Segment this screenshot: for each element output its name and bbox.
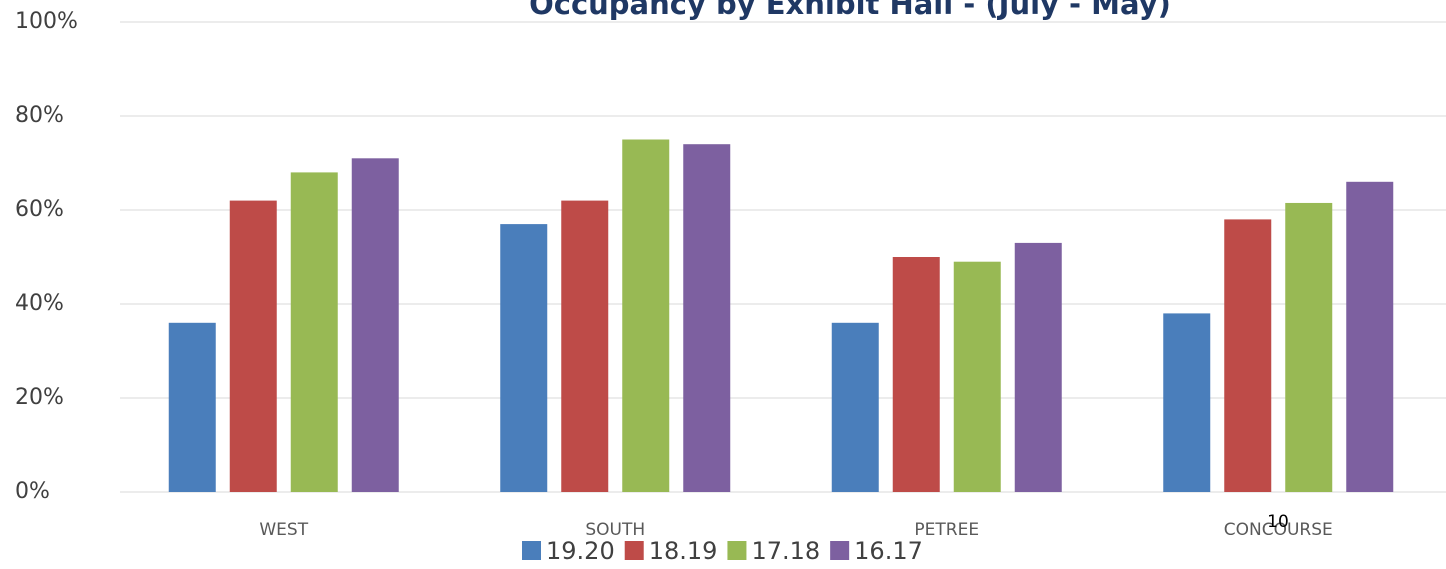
bar <box>351 158 399 493</box>
y-tick-label: 100% <box>15 9 78 34</box>
bar <box>831 322 879 492</box>
x-tick-label: PETREE <box>914 520 979 540</box>
legend-label: 17.18 <box>751 537 820 565</box>
bar <box>168 322 216 492</box>
bar <box>622 139 670 492</box>
x-tick-label: SOUTH <box>585 520 645 540</box>
legend-swatch <box>727 541 747 560</box>
bar <box>1224 219 1272 492</box>
x-tick-label: CONCOURSE <box>1224 520 1333 540</box>
chart-title: Occupancy by Exhibit Hall - (July - May) <box>529 0 1171 21</box>
legend-swatch <box>522 541 541 560</box>
x-tick-label: WEST <box>259 520 308 540</box>
y-tick-label: 0% <box>15 479 50 504</box>
legend-label: 16.17 <box>854 537 923 565</box>
y-tick-label: 80% <box>15 103 64 128</box>
legend-label: 18.19 <box>649 537 718 565</box>
bar <box>290 172 338 492</box>
page-number: 10 <box>1267 512 1289 532</box>
bar <box>1014 242 1062 492</box>
legend-label: 19.20 <box>546 537 615 565</box>
y-tick-label: 20% <box>15 385 64 410</box>
y-tick-label: 60% <box>15 197 64 222</box>
bar <box>683 144 731 492</box>
bar <box>229 200 277 492</box>
bar <box>1346 181 1394 493</box>
bar <box>953 261 1001 492</box>
legend-swatch <box>830 541 850 560</box>
y-tick-label: 40% <box>15 291 64 316</box>
bar <box>892 257 940 492</box>
bar <box>500 224 548 492</box>
bar <box>1163 313 1211 492</box>
bar <box>561 200 609 492</box>
legend-swatch <box>624 541 644 560</box>
bar <box>1285 202 1333 492</box>
